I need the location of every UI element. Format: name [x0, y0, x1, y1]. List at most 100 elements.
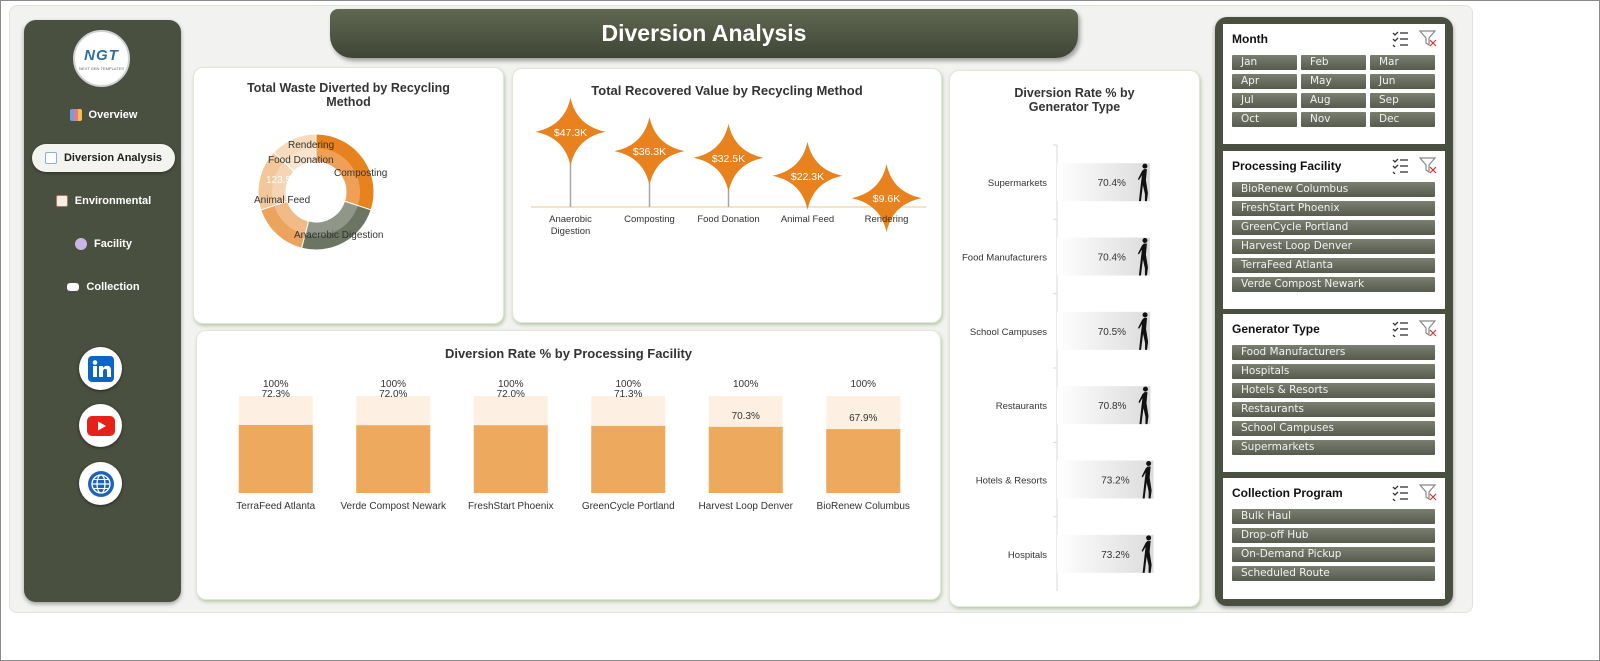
- linkedin-icon: [87, 355, 114, 382]
- multi-select-icon[interactable]: [1391, 29, 1409, 48]
- slicer-item-school-campuses[interactable]: School Campuses: [1232, 421, 1435, 436]
- slicer-item-freshstart-phoenix[interactable]: FreshStart Phoenix: [1232, 201, 1435, 216]
- slicer-item-nov[interactable]: Nov: [1301, 112, 1366, 127]
- nav-item-facility[interactable]: Facility: [32, 230, 175, 258]
- website-button[interactable]: [79, 462, 122, 505]
- donut-label-rendering: Rendering: [288, 140, 334, 151]
- slicer-item-scheduled-route[interactable]: Scheduled Route: [1232, 566, 1435, 581]
- slicer-panel: Month Jan Feb Mar Apr May Jun Jul Aug Sep Oct Nov D…: [1215, 17, 1453, 606]
- data-label: $9.6K: [873, 193, 900, 205]
- person-marker-icon: [1137, 238, 1148, 276]
- line-chart-icon: [44, 152, 57, 164]
- slicer-item-on-demand-pickup[interactable]: On-Demand Pickup: [1232, 547, 1435, 562]
- slicer-item-restaurants[interactable]: Restaurants: [1232, 402, 1435, 417]
- data-label: 73.2%: [1101, 476, 1129, 487]
- clipboard-icon: [55, 195, 68, 207]
- multi-select-icon[interactable]: [1391, 156, 1409, 175]
- donut-label-composting: Composting: [334, 168, 387, 179]
- category-label: GreenCycle Portland: [582, 501, 675, 512]
- donut-slice-composting: [315, 133, 375, 211]
- slicer-processing-facility: Processing Facility BioRenew Columbus Fre…: [1223, 151, 1445, 309]
- youtube-button[interactable]: [79, 404, 122, 447]
- category-label: Composting: [624, 214, 675, 225]
- slicer-item-feb[interactable]: Feb: [1301, 55, 1366, 70]
- star-marker-anaerobic-digestion: [535, 97, 606, 166]
- data-label: 70.5%: [1098, 327, 1126, 338]
- logo-text: NGT: [84, 46, 119, 64]
- data-label: $47.3K: [554, 127, 587, 139]
- chart-title: Total Waste Diverted by Recycling Method: [247, 81, 450, 109]
- star-marker-food-donation: [693, 123, 764, 192]
- bar-biorenew-columbus: [826, 429, 901, 493]
- linkedin-button[interactable]: [79, 347, 122, 390]
- donut-inner-ring-animal-feed: [274, 201, 309, 235]
- slicer-item-aug[interactable]: Aug: [1301, 93, 1366, 108]
- bar-chart-icon: [69, 109, 82, 121]
- slicer-item-drop-off-hub[interactable]: Drop-off Hub: [1232, 528, 1435, 543]
- slicer-item-mar[interactable]: Mar: [1370, 55, 1435, 70]
- folder-icon: [67, 283, 80, 291]
- facility-rate-chart-card: Diversion Rate % by Processing Facility …: [196, 330, 941, 600]
- slicer-item-bulk-haul[interactable]: Bulk Haul: [1232, 509, 1435, 524]
- slicer-item-food-manufacturers[interactable]: Food Manufacturers: [1232, 345, 1435, 360]
- slicer-item-jan[interactable]: Jan: [1232, 55, 1297, 70]
- nav-item-label: Diversion Analysis: [63, 152, 163, 164]
- slicer-item-apr[interactable]: Apr: [1232, 74, 1297, 89]
- data-label-total: 100%: [498, 379, 524, 390]
- bar-terrafeed-atlanta: [238, 424, 313, 493]
- multi-select-icon[interactable]: [1391, 319, 1409, 338]
- slicer-item-biorenew-columbus[interactable]: BioRenew Columbus: [1232, 182, 1435, 197]
- slicer-item-oct[interactable]: Oct: [1232, 112, 1297, 127]
- slicer-item-jun[interactable]: Jun: [1370, 74, 1435, 89]
- slicer-item-jul[interactable]: Jul: [1232, 93, 1297, 108]
- slicer-item-supermarkets[interactable]: Supermarkets: [1232, 440, 1435, 455]
- data-label-rate: 71.3%: [614, 389, 642, 400]
- nav-item-environmental[interactable]: Environmental: [32, 187, 175, 215]
- nav-item-collection[interactable]: Collection: [32, 273, 175, 301]
- category-label: FreshStart Phoenix: [468, 501, 554, 512]
- page-title-banner: Diversion Analysis: [330, 9, 1078, 58]
- star-marker-rendering: [851, 164, 922, 233]
- person-marker-icon: [1141, 461, 1152, 499]
- slicer-item-hospitals[interactable]: Hospitals: [1232, 364, 1435, 379]
- slicer-item-sep[interactable]: Sep: [1370, 93, 1435, 108]
- slicer-item-terrafeed-atlanta[interactable]: TerraFeed Atlanta: [1232, 258, 1435, 273]
- data-label: $32.5K: [712, 153, 745, 165]
- recovered-value-chart-card: Total Recovered Value by Recycling Metho…: [512, 68, 942, 323]
- clear-filter-icon[interactable]: [1418, 29, 1437, 47]
- donut-inner-ring-rendering: [283, 148, 316, 172]
- slicer-item-hotels-resorts[interactable]: Hotels & Resorts: [1232, 383, 1435, 398]
- data-label: 70.4%: [1098, 178, 1126, 189]
- sidebar: NGT NEXT GEN TEMPLATES Overview Diversio…: [24, 20, 181, 602]
- slicer-item-may[interactable]: May: [1301, 74, 1366, 89]
- slicer-item-dec[interactable]: Dec: [1370, 112, 1435, 127]
- clear-filter-icon[interactable]: [1418, 483, 1437, 501]
- slicer-item-verde-compost-newark[interactable]: Verde Compost Newark: [1232, 277, 1435, 292]
- bar-restaurants: [1057, 386, 1151, 425]
- slicer-item-harvest-loop-denver[interactable]: Harvest Loop Denver: [1232, 239, 1435, 254]
- slicer-item-greencycle-portland[interactable]: GreenCycle Portland: [1232, 220, 1435, 235]
- category-label: Food Donation: [697, 214, 759, 225]
- slicer-title: Collection Program: [1232, 486, 1343, 500]
- category-label: Anaerobic: [549, 214, 592, 225]
- multi-select-icon[interactable]: [1391, 483, 1409, 502]
- bar-greencycle-portland: [591, 425, 666, 493]
- data-label-rate: 67.9%: [849, 413, 877, 424]
- bar-supermarkets: [1057, 163, 1150, 202]
- data-label-total: 100%: [380, 379, 406, 390]
- category-label: Restaurants: [996, 401, 1047, 412]
- bar-school-campuses: [1057, 311, 1151, 350]
- data-label-rate: 72.0%: [497, 389, 525, 400]
- clear-filter-icon[interactable]: [1418, 319, 1437, 337]
- category-label: Rendering: [865, 214, 909, 225]
- page-title: Diversion Analysis: [601, 20, 807, 46]
- nav-item-overview[interactable]: Overview: [32, 101, 175, 129]
- category-label: Food Manufacturers: [962, 253, 1047, 264]
- nav-item-diversion-analysis[interactable]: Diversion Analysis: [32, 144, 175, 172]
- data-label: $22.3K: [791, 171, 824, 183]
- logo-subtext: NEXT GEN TEMPLATES: [79, 65, 124, 71]
- clear-filter-icon[interactable]: [1418, 156, 1437, 174]
- person-marker-icon: [1137, 163, 1148, 202]
- donut-inner-ring-composting: [316, 148, 360, 206]
